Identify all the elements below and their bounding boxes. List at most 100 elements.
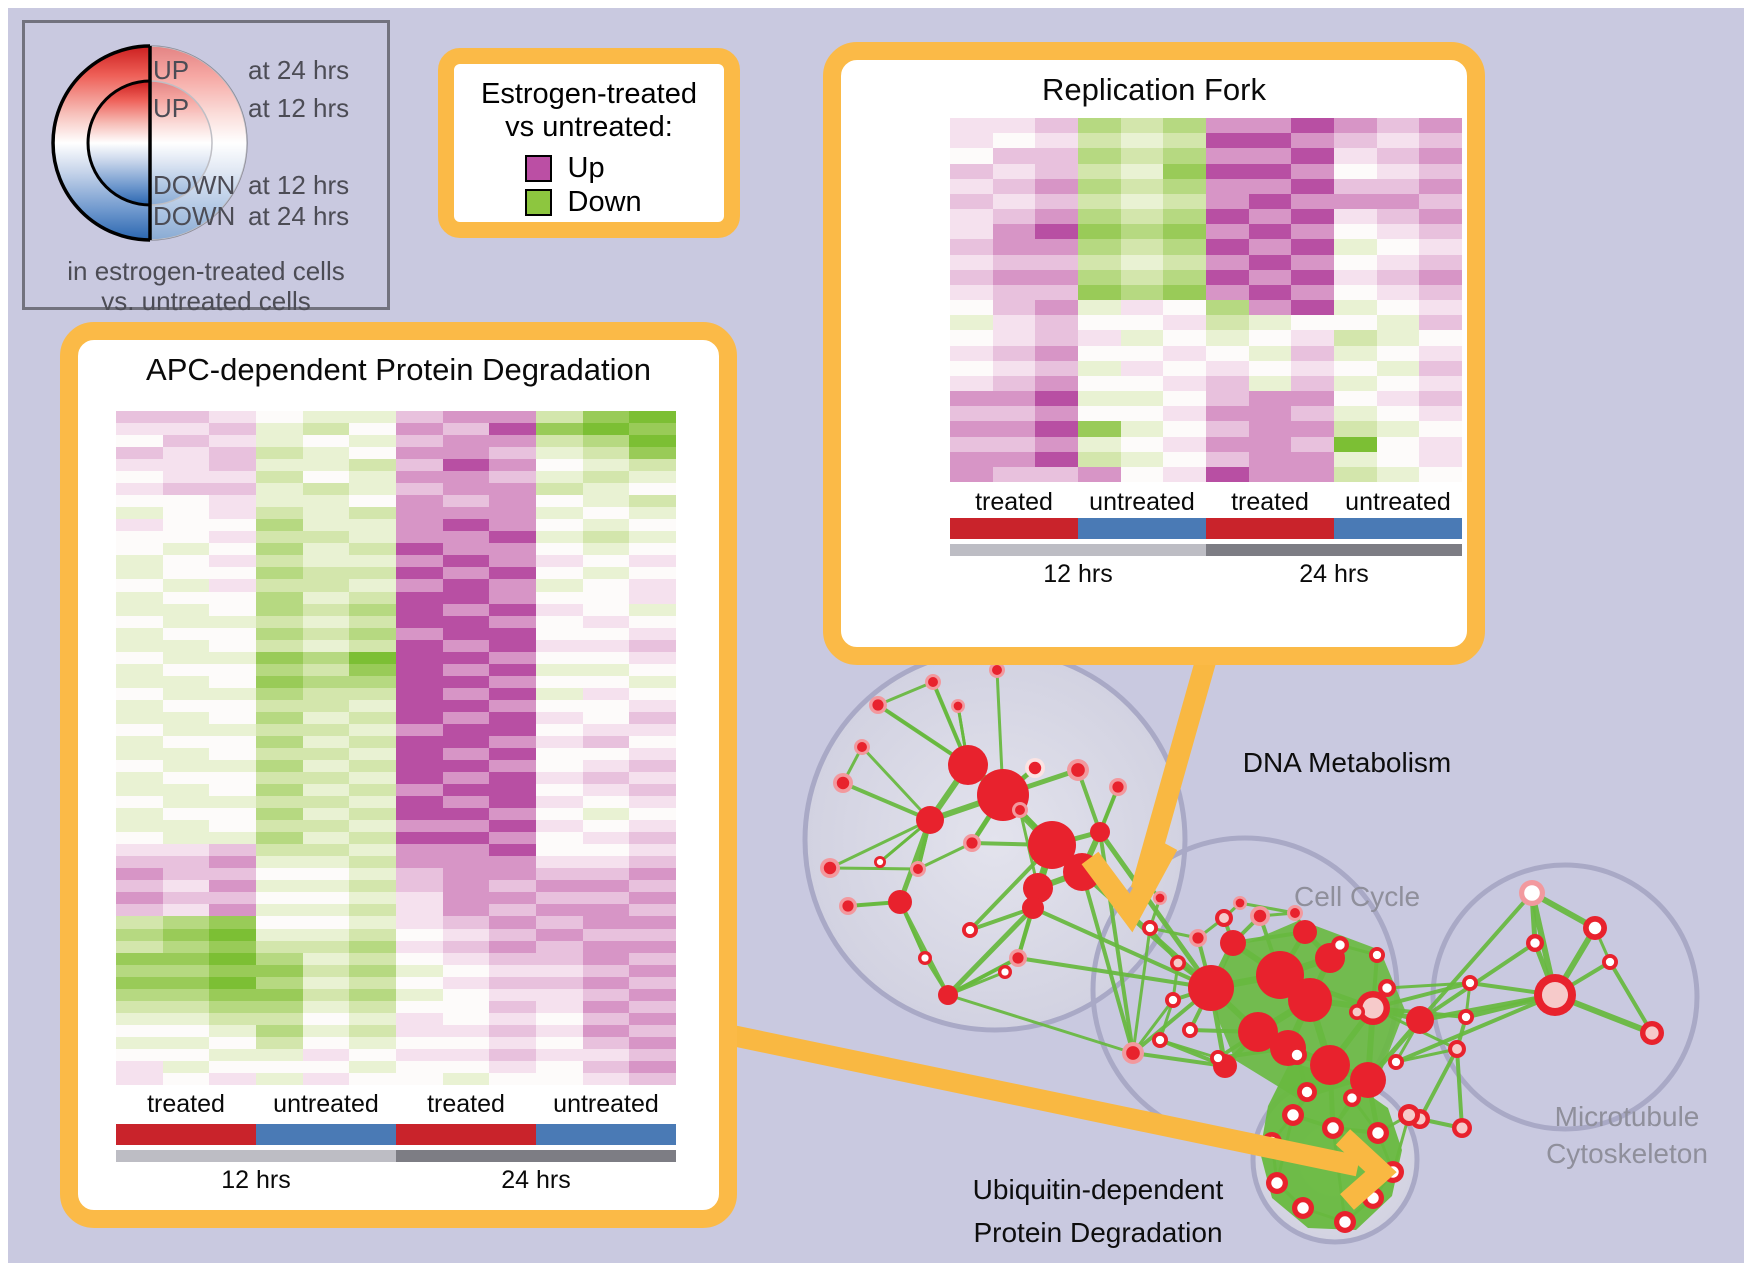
heatmap-cell: [1334, 148, 1377, 164]
heatmap-cell: [349, 1024, 396, 1037]
heatmap-cell: [256, 507, 303, 520]
heatmap-cell: [302, 832, 350, 845]
heatmap-cell: [1206, 133, 1249, 149]
network-edge: [946, 956, 1020, 997]
heatmap-cell: [536, 531, 583, 544]
network-node: [916, 806, 944, 834]
heatmap-cell: [162, 868, 210, 881]
heatmap-cell: [256, 603, 303, 616]
heatmap-cell: [629, 1072, 676, 1085]
heatmap-cell: [950, 300, 993, 316]
network-edge: [828, 818, 932, 870]
heatmap-cell: [349, 531, 396, 544]
heatmap-cell: [1206, 451, 1249, 467]
heatmap-cell: [1291, 239, 1334, 255]
heatmap-cell: [396, 988, 443, 1001]
time-label: 24 hrs: [1299, 560, 1369, 588]
heatmap-cell: [116, 687, 163, 700]
heatmap-cell: [1291, 300, 1334, 316]
heatmap-cell: [536, 483, 583, 496]
heatmap-cell: [209, 868, 256, 881]
network-node: [1170, 955, 1186, 971]
heatmap-cell: [442, 675, 490, 688]
heatmap-cell: [950, 391, 993, 407]
heatmap-cell: [396, 519, 443, 532]
heatmap-cell: [162, 808, 210, 821]
heatmap-cell: [349, 687, 396, 700]
heatmap-cell: [302, 687, 350, 700]
heatmap-cell: [629, 627, 676, 640]
network-edge: [1331, 1126, 1347, 1224]
heatmap-cell: [349, 856, 396, 869]
heatmap-cell: [209, 627, 256, 640]
network-edge: [1418, 891, 1534, 1022]
heatmap-cell: [1419, 360, 1462, 376]
heatmap-cell: [1248, 391, 1292, 407]
heatmap-cell: [442, 495, 490, 508]
heatmap-cell: [1334, 163, 1377, 179]
heatmap-cell: [1376, 254, 1420, 270]
heatmap-cell: [116, 507, 163, 520]
heatmap-cell: [992, 284, 1036, 300]
heatmap-cell: [536, 435, 583, 448]
heatmap-cell: [162, 531, 210, 544]
time-label: at 24 hrs: [248, 55, 350, 85]
heatmap-cell: [629, 1036, 676, 1049]
heatmap-cell: [536, 1048, 583, 1061]
heatmap-cell: [442, 747, 490, 761]
heatmap-cell: [1078, 360, 1121, 376]
network-node: [1023, 873, 1053, 903]
heatmap-cell: [489, 495, 536, 508]
heatmap-cell: [536, 423, 583, 436]
heatmap-cell: [302, 964, 350, 977]
heatmap-cell: [582, 1048, 630, 1061]
heatmap-cell: [162, 856, 210, 869]
heatmap-cell: [349, 820, 396, 833]
heatmap-cell: [629, 760, 676, 773]
heatmap-cell: [629, 675, 676, 688]
heatmap-cell: [209, 711, 256, 724]
heatmap-cell: [116, 735, 163, 748]
apc-time-labels: 12 hrs 24 hrs: [116, 1166, 676, 1195]
heatmap-cell: [489, 519, 536, 532]
heatmap-cell: [256, 447, 303, 460]
heatmap-cell: [349, 772, 396, 785]
heatmap-cell: [302, 663, 350, 676]
heatmap-cell: [1078, 269, 1121, 285]
heatmap-cell: [209, 459, 256, 472]
flow-arrow-shaft: [727, 1024, 1361, 1177]
heatmap-cell: [256, 411, 303, 424]
heatmap-cell: [396, 423, 443, 436]
heatmap-cell: [442, 1036, 490, 1049]
heatmap-cell: [349, 603, 396, 616]
heatmap-cell: [629, 711, 676, 724]
heatmap-cell: [629, 856, 676, 869]
heatmap-cell: [582, 411, 630, 424]
heatmap-cell: [489, 760, 536, 773]
heatmap-cell: [209, 651, 256, 664]
heatmap-cell: [1120, 118, 1164, 134]
heatmap-cell: [1206, 345, 1249, 361]
heatmap-cell: [1291, 118, 1334, 134]
heatmap-cell: [582, 928, 630, 941]
heatmap-cell: [116, 723, 163, 736]
heatmap-cell: [162, 639, 210, 652]
heatmap-cell: [950, 284, 993, 300]
heatmap-cell: [629, 615, 676, 628]
network-node: [1153, 891, 1167, 905]
heatmap-cell: [396, 447, 443, 460]
heatmap-cell: [256, 1012, 303, 1025]
heatmap-cell: [442, 928, 490, 941]
heatmap-cell: [1035, 239, 1078, 255]
network-node: [1022, 897, 1044, 919]
heatmap-cell: [1419, 315, 1462, 331]
heatmap-cell: [349, 423, 396, 436]
heatmap-cell: [1078, 284, 1121, 300]
heatmap-cell: [116, 423, 163, 436]
heatmap-cell: [209, 423, 256, 436]
heatmap-cell: [1035, 360, 1078, 376]
network-node: [1012, 802, 1028, 818]
heatmap-cell: [536, 892, 583, 905]
rf-heatmap: [950, 118, 1462, 482]
heatmap-cell: [582, 447, 630, 460]
